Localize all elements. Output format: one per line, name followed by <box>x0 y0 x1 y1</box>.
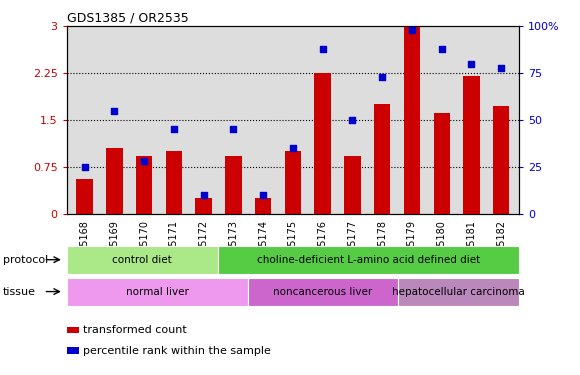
Text: hepatocellular carcinoma: hepatocellular carcinoma <box>393 286 525 297</box>
Bar <box>404 26 420 214</box>
Bar <box>314 73 331 214</box>
Point <box>378 74 387 80</box>
Bar <box>374 104 390 214</box>
Point <box>496 64 506 70</box>
Point <box>259 192 268 198</box>
Bar <box>67 278 248 306</box>
Bar <box>136 156 153 214</box>
Bar <box>225 156 241 214</box>
Point <box>467 61 476 67</box>
Text: GDS1385 / OR2535: GDS1385 / OR2535 <box>67 11 188 24</box>
Bar <box>398 278 519 306</box>
Bar <box>166 151 182 214</box>
Text: percentile rank within the sample: percentile rank within the sample <box>83 346 271 355</box>
Point <box>318 46 327 52</box>
Point <box>407 27 416 33</box>
Text: choline-deficient L-amino acid defined diet: choline-deficient L-amino acid defined d… <box>257 255 480 265</box>
Text: transformed count: transformed count <box>83 325 187 335</box>
Bar <box>77 179 93 214</box>
Text: protocol: protocol <box>3 255 48 265</box>
Point <box>229 126 238 132</box>
Text: tissue: tissue <box>3 286 36 297</box>
Bar <box>285 151 301 214</box>
Bar <box>463 76 480 214</box>
Bar <box>345 156 361 214</box>
Bar <box>255 198 271 214</box>
Point <box>348 117 357 123</box>
Point <box>139 158 148 164</box>
Bar <box>248 278 398 306</box>
Bar <box>67 246 218 274</box>
Bar <box>433 112 450 214</box>
Bar <box>195 198 212 214</box>
Point <box>288 145 298 151</box>
Bar <box>106 148 122 214</box>
Bar <box>493 106 509 214</box>
Text: noncancerous liver: noncancerous liver <box>273 286 373 297</box>
Text: normal liver: normal liver <box>126 286 188 297</box>
Point <box>199 192 208 198</box>
Point <box>80 164 89 170</box>
Point <box>437 46 447 52</box>
Point <box>110 108 119 114</box>
Bar <box>218 246 519 274</box>
Point <box>169 126 179 132</box>
Text: control diet: control diet <box>112 255 172 265</box>
